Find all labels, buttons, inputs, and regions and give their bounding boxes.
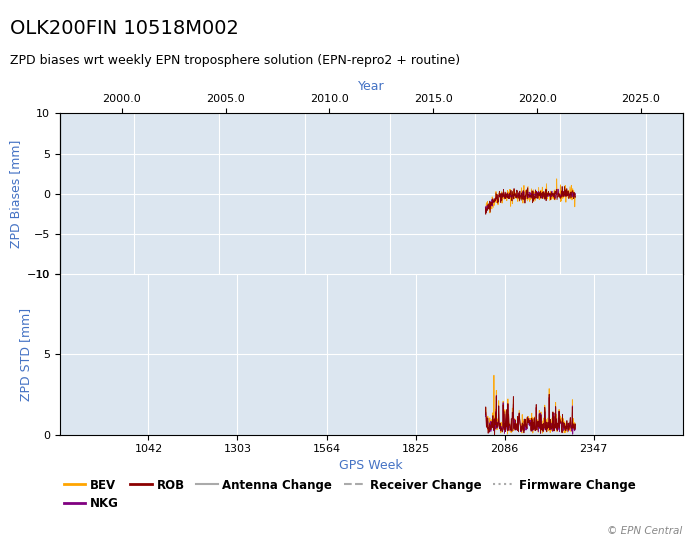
Text: OLK200FIN 10518M002: OLK200FIN 10518M002: [10, 19, 239, 38]
X-axis label: GPS Week: GPS Week: [340, 458, 402, 471]
Y-axis label: ZPD Biases [mm]: ZPD Biases [mm]: [9, 139, 22, 248]
X-axis label: Year: Year: [358, 79, 384, 92]
Y-axis label: ZPD STD [mm]: ZPD STD [mm]: [19, 308, 32, 401]
Legend: BEV, NKG, ROB, Antenna Change, Receiver Change, Firmware Change: BEV, NKG, ROB, Antenna Change, Receiver …: [59, 474, 641, 515]
Text: ZPD biases wrt weekly EPN troposphere solution (EPN-repro2 + routine): ZPD biases wrt weekly EPN troposphere so…: [10, 54, 461, 67]
Text: © EPN Central: © EPN Central: [608, 525, 682, 536]
